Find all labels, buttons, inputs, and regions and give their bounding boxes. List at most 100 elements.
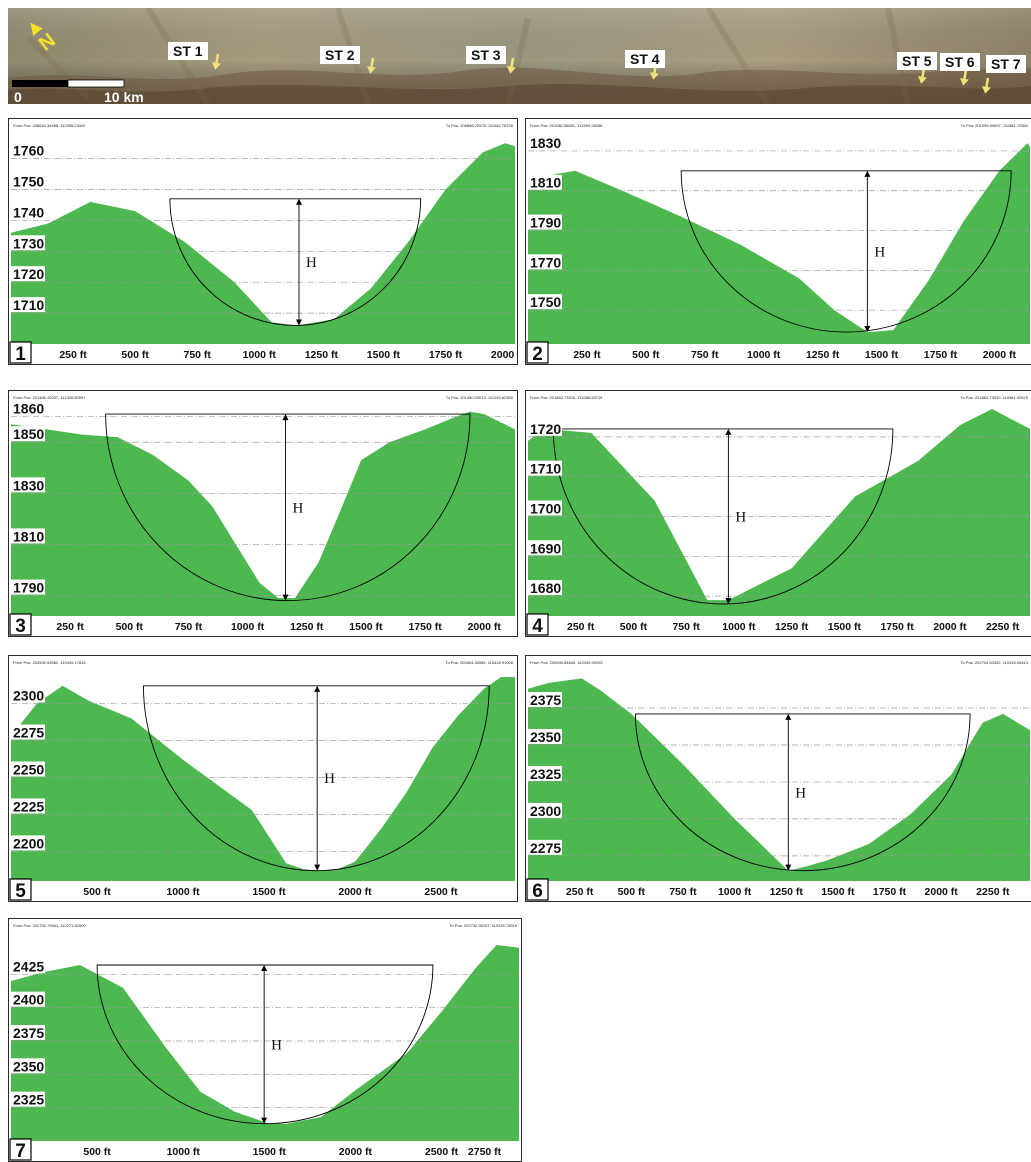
depth-arrow-head-up	[314, 685, 321, 692]
profile-panel-4: From Pos: 201863.73516, 111086.59715 To P…	[525, 390, 1031, 637]
from-position-label: From Pos: 202592.53962, 110439.17815	[13, 660, 86, 665]
y-tick-label: 1720	[11, 266, 45, 282]
terrain-area	[11, 143, 515, 344]
x-tick-label: 1750 ft	[408, 621, 442, 633]
svg-text:1740: 1740	[13, 204, 44, 220]
profile-chart-3: From Pos: 201466.42007, 111308.50597 To P…	[9, 395, 515, 636]
cross-section-bowl	[634, 713, 971, 872]
x-tick-label: 250 ft	[566, 886, 594, 898]
x-tick-label: 1250 ft	[305, 349, 339, 361]
x-tick-label: 1250 ft	[290, 621, 324, 633]
svg-text:2350: 2350	[13, 1058, 44, 1074]
station-label-st3: ST 3	[466, 46, 506, 64]
y-tick-label: 2250	[11, 761, 45, 778]
svg-text:2325: 2325	[530, 766, 561, 782]
x-tick-label: 2000 ft	[338, 886, 372, 898]
terrain-area	[528, 409, 1030, 616]
svg-text:2: 2	[532, 344, 543, 364]
depth-arrow-head-up	[261, 965, 268, 971]
svg-text:2325: 2325	[13, 1092, 44, 1108]
to-position-label: To Pos: 202732.95247, 110239.75916	[449, 923, 517, 928]
x-tick-label: 1500 ft	[828, 621, 862, 633]
x-tick-label: 250 ft	[56, 621, 84, 633]
y-tick-label: 2225	[11, 798, 45, 814]
x-tick-label: 1000 ft	[231, 621, 265, 633]
terrain-area	[528, 678, 1030, 881]
x-tick-label: 2250 ft	[976, 886, 1010, 898]
profile-panel-3: From Pos: 201466.42007, 111308.50597 To P…	[8, 390, 518, 637]
x-tick-label: 1000 ft	[718, 886, 752, 898]
cross-section-bowl	[680, 170, 1012, 333]
depth-arrow-head-up	[864, 170, 871, 177]
x-tick-label: 2000 ft	[491, 349, 517, 361]
y-tick-label: 1790	[528, 214, 562, 231]
x-tick-label: 500 ft	[116, 621, 144, 633]
from-position-label: From Pos: 201466.42007, 111308.50597	[13, 395, 86, 400]
panel-number: 5	[9, 878, 32, 901]
svg-text:1790: 1790	[530, 215, 561, 231]
to-position-label: To Pos: 201099.90697, 111581.72564	[961, 123, 1029, 128]
from-position-label: From Pos: 201863.73516, 111086.59715	[530, 395, 603, 400]
x-tick-label: 2000 ft	[468, 621, 502, 633]
svg-text:1730: 1730	[13, 235, 44, 251]
svg-text:2425: 2425	[13, 958, 44, 974]
x-tick-label: 2000 ft	[339, 1146, 373, 1158]
x-tick-label: 2000 ft	[983, 349, 1017, 361]
station-arrows	[212, 53, 991, 94]
y-tick-label: 2375	[11, 1025, 45, 1041]
x-tick-label: 1000 ft	[243, 349, 277, 361]
x-tick-label: 2000 ft	[933, 621, 967, 633]
x-tick-label: 750 ft	[672, 621, 700, 633]
depth-arrow-head-up	[785, 713, 792, 720]
x-tick-label: 500 ft	[618, 886, 646, 898]
x-tick-label: 500 ft	[83, 1146, 111, 1158]
svg-text:1750: 1750	[13, 174, 44, 190]
profile-chart-7: From Pos: 202730.79661, 110271.62500 To P…	[9, 923, 519, 1161]
profile-panel-2: From Pos: 201082.58651, 111599.28058 To P…	[525, 118, 1031, 365]
cross-section-bowl	[96, 964, 434, 1125]
depth-arrow-head-down	[314, 864, 321, 871]
y-tick-label: 1680	[528, 580, 562, 596]
x-tick-label: 750 ft	[175, 621, 203, 633]
svg-text:1720: 1720	[530, 421, 561, 437]
y-tick-label: 2275	[11, 724, 45, 741]
svg-text:1: 1	[15, 344, 26, 364]
svg-text:6: 6	[532, 881, 543, 901]
x-tick-label: 750 ft	[183, 349, 211, 361]
x-tick-label: 1000 ft	[747, 349, 781, 361]
svg-text:1770: 1770	[530, 254, 561, 270]
x-tick-label: 2000 ft	[925, 886, 959, 898]
y-tick-label: 1760	[11, 142, 45, 159]
y-tick-label: 1700	[528, 500, 562, 516]
x-tick-label: 250 ft	[59, 349, 87, 361]
profile-panel-5: From Pos: 202592.53962, 110439.17815 To P…	[8, 655, 518, 902]
x-tick-label: 1750 ft	[429, 349, 463, 361]
scale-start-label: 0	[14, 89, 22, 104]
panel-number: 1	[9, 341, 32, 364]
from-position-label: From Pos: 201082.58651, 111599.28058	[530, 123, 603, 128]
depth-label: H	[874, 244, 885, 260]
x-tick-label: 750 ft	[669, 886, 697, 898]
y-tick-label: 1860	[11, 400, 45, 417]
profile-panel-1: From Pos: 208644.34968, 111955.23402 To P…	[8, 118, 518, 365]
panel-number: 7	[9, 1138, 32, 1161]
y-tick-label: 2375	[528, 692, 562, 708]
svg-text:2275: 2275	[530, 840, 561, 856]
y-tick-label: 2300	[11, 687, 45, 704]
depth-arrow-head-up	[296, 198, 302, 205]
svg-text:1850: 1850	[13, 426, 44, 442]
svg-text:1750: 1750	[530, 294, 561, 310]
station-arrow-icon	[982, 77, 991, 94]
satellite-banner: 0 10 km N ST 1 ST 2 ST 3 ST 4 ST 5 ST 6 …	[8, 8, 1031, 104]
y-tick-label: 2400	[11, 991, 45, 1008]
y-tick-label: 1690	[528, 540, 562, 556]
depth-arrow-head-down	[725, 598, 732, 605]
panel-number: 6	[526, 878, 549, 901]
panel-number: 3	[9, 613, 32, 636]
svg-text:1710: 1710	[530, 461, 561, 477]
station-label-st6: ST 6	[940, 53, 980, 71]
svg-text:3: 3	[15, 616, 26, 636]
y-tick-label: 2350	[528, 728, 562, 745]
depth-arrow-head-down	[296, 319, 302, 326]
to-position-label: To Pos: 208658.22578, 111942.78709	[446, 123, 514, 128]
